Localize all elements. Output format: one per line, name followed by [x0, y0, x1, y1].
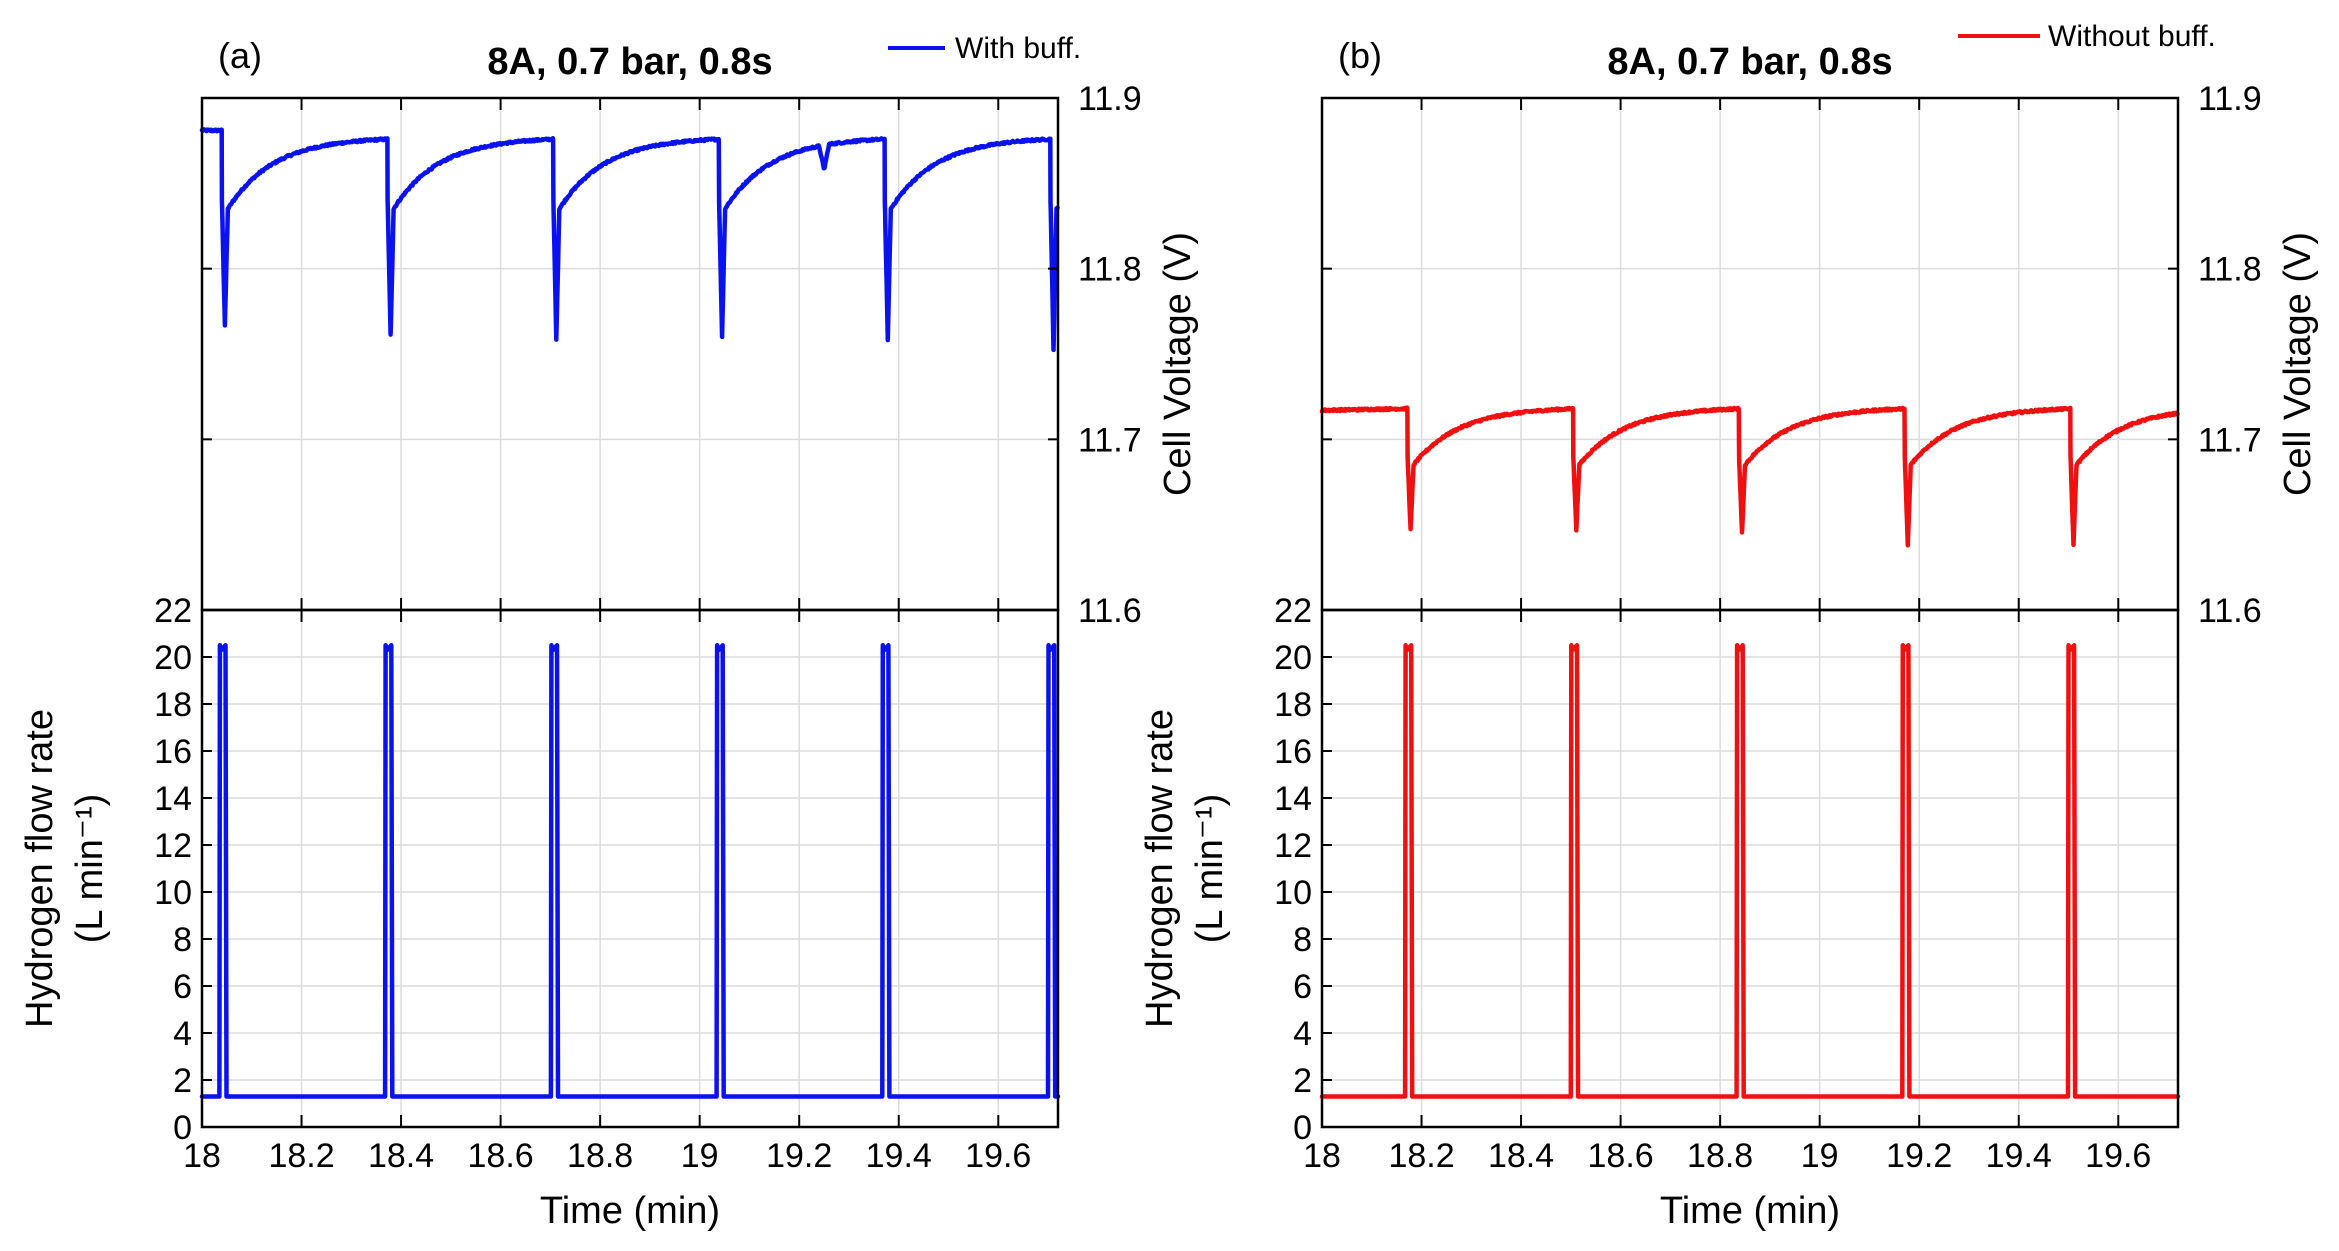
x-tick-label: 18.8 [567, 1137, 633, 1175]
voltage-axes-frame [1320, 96, 2180, 612]
flow-tick-label: 10 [154, 874, 192, 912]
x-tick-label: 19.2 [1886, 1137, 1952, 1175]
flow-tick-label: 4 [173, 1015, 192, 1053]
flow-tick-label: 2 [173, 1062, 192, 1100]
x-tick-label: 19.6 [2085, 1137, 2151, 1175]
flow-tick-label: 18 [1274, 686, 1312, 724]
voltage-tick-label: 11.6 [2198, 592, 2262, 630]
chart-panel-b: 18 18.2 18.4 18.6 18.8 19 19.2 19.4 19.6 11.6 11.7… [1139, 20, 2319, 1232]
flow-axis-unit-label: (L min⁻¹) [69, 794, 111, 944]
flow-tick-label: 16 [1274, 733, 1312, 771]
cell-voltage-series [1319, 405, 2180, 548]
flow-axes-frame [1320, 608, 2180, 1129]
flow-axis-label: Hydrogen flow rate [1139, 709, 1181, 1028]
flow-tick-label: 4 [1293, 1015, 1312, 1053]
x-tick-label: 19.4 [1986, 1137, 2052, 1175]
x-axis-label: Time (min) [1660, 1190, 1840, 1232]
flow-axis-unit-label: (L min⁻¹) [1189, 794, 1231, 944]
flow-tick-label: 8 [1293, 921, 1312, 959]
chart-title: 8A, 0.7 bar, 0.8s [1607, 41, 1892, 83]
x-tick-label: 18.4 [1488, 1137, 1554, 1175]
x-tick-label: 18 [183, 1137, 221, 1175]
flow-tick-label: 22 [1274, 592, 1312, 630]
hydrogen-flow-series [199, 643, 1061, 1099]
flow-tick-label: 6 [1293, 968, 1312, 1006]
x-tick-label: 19.4 [866, 1137, 932, 1175]
flow-tick-label: 0 [173, 1109, 192, 1147]
flow-tick-label: 6 [173, 968, 192, 1006]
voltage-tick-label: 11.9 [1078, 80, 1142, 118]
hydrogen-flow-series [1319, 643, 2181, 1099]
chart-title: 8A, 0.7 bar, 0.8s [487, 41, 772, 83]
x-tick-label: 19.2 [766, 1137, 832, 1175]
x-tick-label: 18.8 [1687, 1137, 1753, 1175]
x-tick-label: 18.6 [468, 1137, 534, 1175]
flow-tick-label: 8 [173, 921, 192, 959]
flow-tick-label: 14 [1274, 780, 1312, 818]
legend-label: With buff. [955, 32, 1081, 65]
x-tick-label: 18.2 [1388, 1137, 1454, 1175]
voltage-axis-label: Cell Voltage (V) [2277, 232, 2319, 496]
x-tick-label: 19 [1801, 1137, 1839, 1175]
flow-axis-label: Hydrogen flow rate [19, 709, 61, 1028]
x-tick-label: 19 [681, 1137, 719, 1175]
panel-label: (a) [218, 35, 262, 76]
voltage-tick-label: 11.8 [1078, 251, 1142, 289]
cell-voltage-series [199, 127, 1060, 353]
voltage-tick-label: 11.7 [1078, 421, 1142, 459]
voltage-tick-label: 11.6 [1078, 592, 1142, 630]
voltage-tick-label: 11.9 [2198, 80, 2262, 118]
flow-axes-frame [200, 608, 1060, 1129]
x-tick-label: 18.2 [268, 1137, 334, 1175]
voltage-tick-label: 11.7 [2198, 421, 2262, 459]
legend-label: Without buff. [2048, 20, 2216, 53]
flow-tick-label: 0 [1293, 1109, 1312, 1147]
voltage-axis-label: Cell Voltage (V) [1157, 232, 1199, 496]
flow-tick-label: 20 [154, 639, 192, 677]
x-tick-label: 18.4 [368, 1137, 434, 1175]
flow-tick-label: 12 [1274, 827, 1312, 865]
x-tick-label: 18.6 [1588, 1137, 1654, 1175]
x-tick-label: 18 [1303, 1137, 1341, 1175]
flow-tick-label: 16 [154, 733, 192, 771]
flow-tick-label: 22 [154, 592, 192, 630]
flow-tick-label: 12 [154, 827, 192, 865]
voltage-tick-label: 11.8 [2198, 251, 2262, 289]
chart-panel-a: 18 18.2 18.4 18.6 18.8 19 19.2 19.4 19.6 11.6 11.7… [19, 32, 1199, 1232]
panel-label: (b) [1338, 35, 1382, 76]
x-axis-label: Time (min) [540, 1190, 720, 1232]
flow-tick-label: 18 [154, 686, 192, 724]
flow-tick-label: 10 [1274, 874, 1312, 912]
flow-tick-label: 14 [154, 780, 192, 818]
flow-tick-label: 2 [1293, 1062, 1312, 1100]
voltage-axes-frame [200, 96, 1060, 612]
x-tick-label: 19.6 [965, 1137, 1031, 1175]
flow-tick-label: 20 [1274, 639, 1312, 677]
